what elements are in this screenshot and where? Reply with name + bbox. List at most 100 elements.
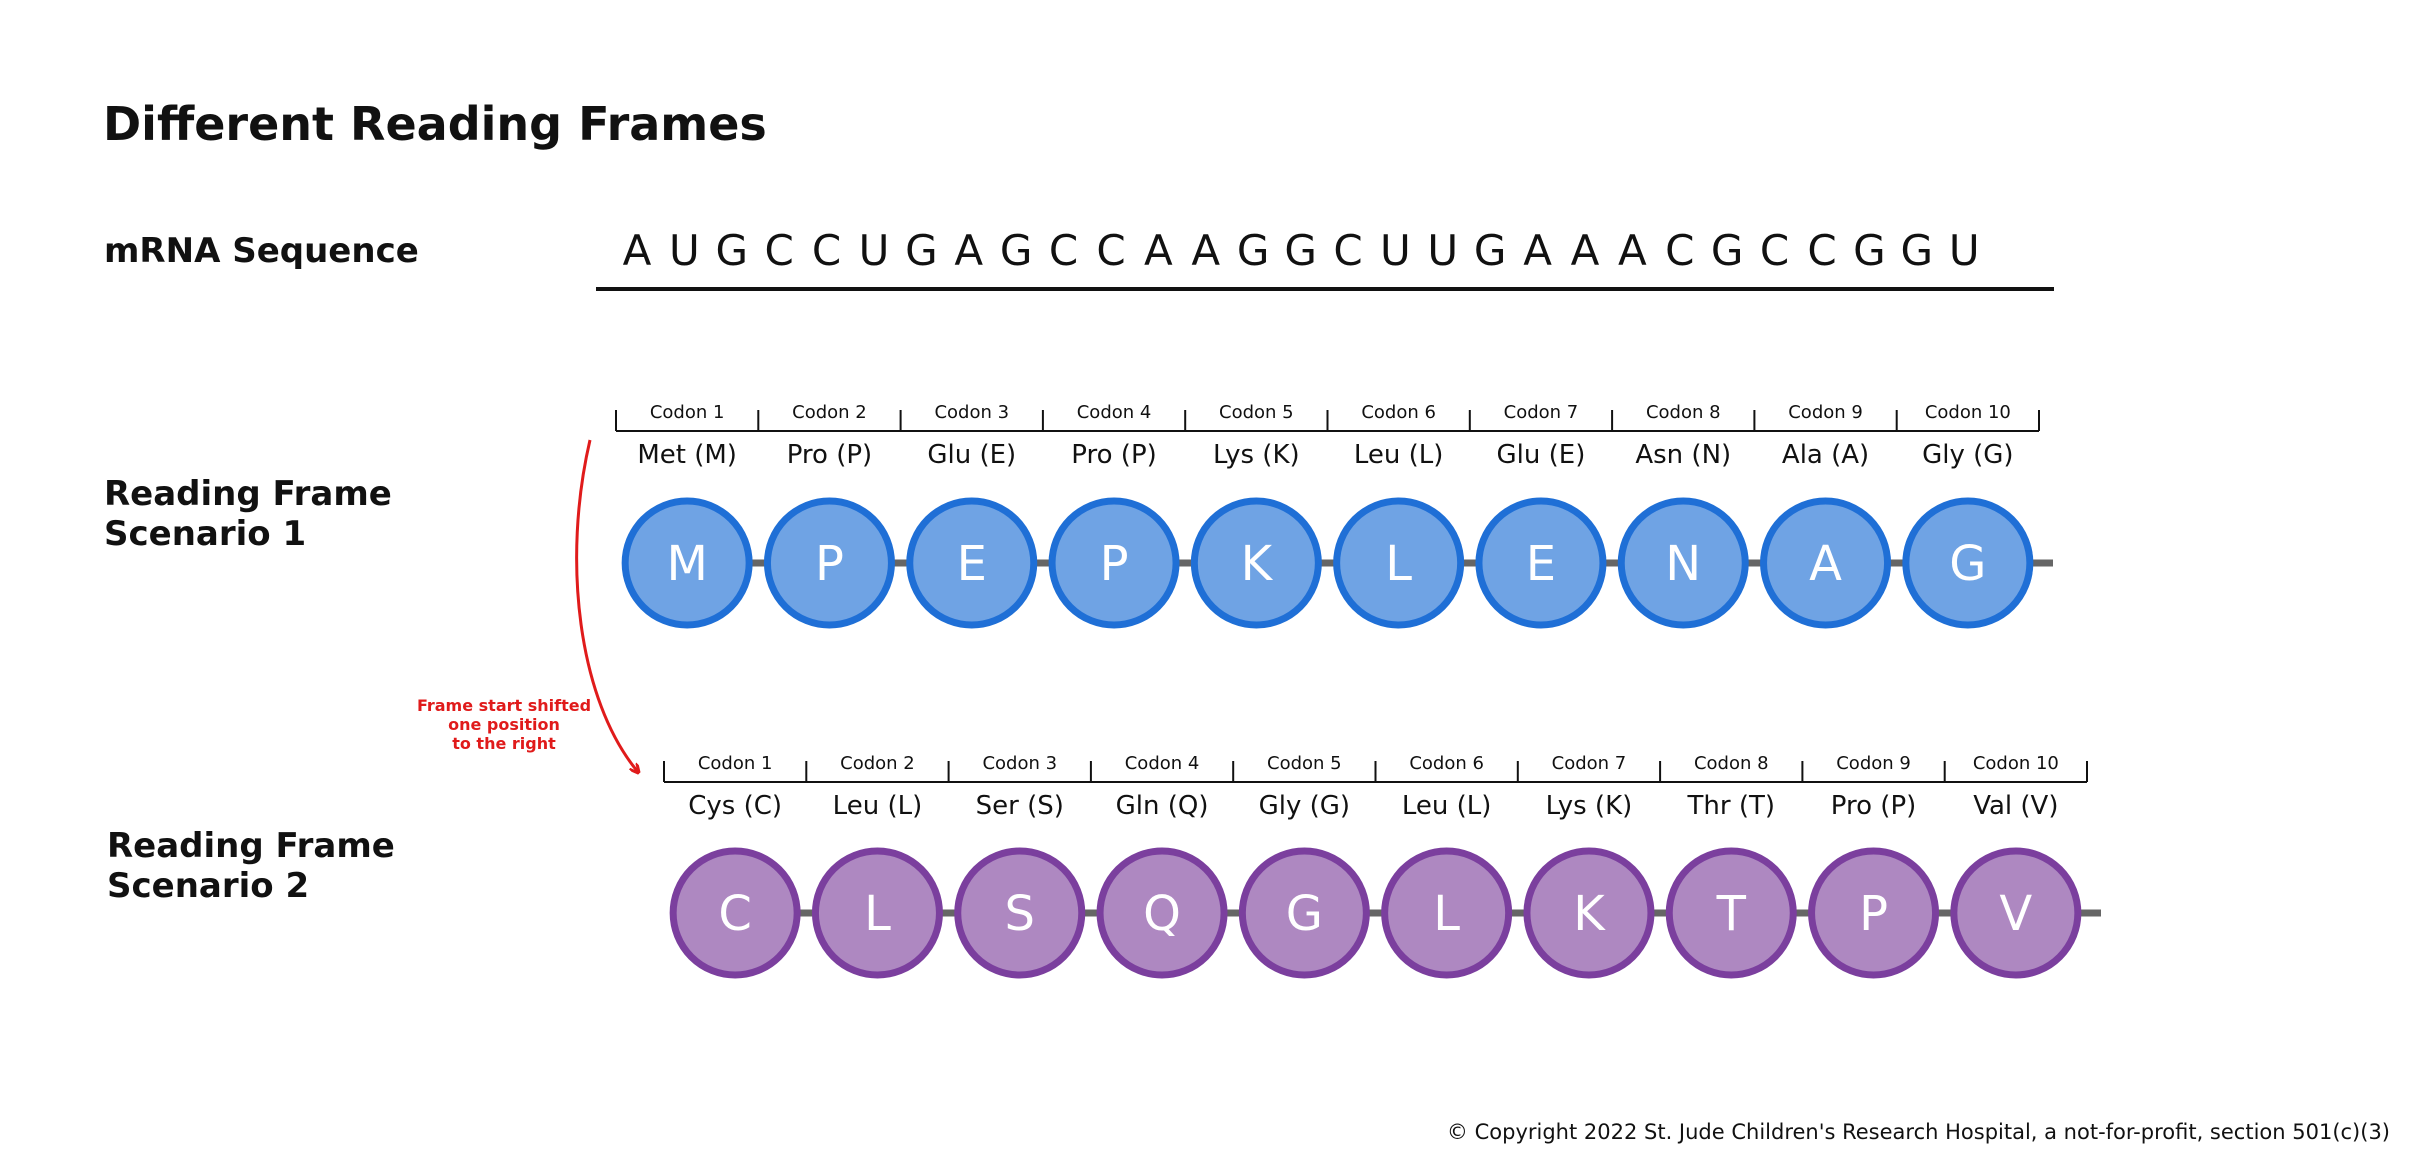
codon-label: Codon 9 <box>1788 402 1863 423</box>
mrna-base: C <box>812 226 841 275</box>
amino-acid-circle <box>1238 847 1370 979</box>
mrna-base: U <box>859 226 890 275</box>
amino-acid-letter: S <box>1005 886 1035 942</box>
amino-acid-circle <box>1190 497 1322 629</box>
mrna-base: C <box>765 226 794 275</box>
amino-acid-label: Leu (L) <box>1354 440 1444 470</box>
scenario-1-frame: Codon 1 Met (M) M Codon 2 Pro (P) P Codon 3 Glu… <box>615 402 2053 629</box>
mrna-sequence-label: mRNA Sequence <box>104 231 419 271</box>
codon-label: Codon 2 <box>840 753 915 774</box>
mrna-base: C <box>1665 226 1694 275</box>
amino-acid-circle <box>669 847 801 979</box>
amino-acid-circle <box>811 847 943 979</box>
amino-acid-label: Glu (E) <box>927 440 1016 470</box>
amino-acid-letter: A <box>1809 536 1842 592</box>
amino-acid-letter: P <box>1100 536 1129 592</box>
amino-acid-circle <box>1617 497 1749 629</box>
amino-acid-circle <box>1760 497 1892 629</box>
amino-acid-circle <box>1808 847 1940 979</box>
codon-label: Codon 5 <box>1267 753 1342 774</box>
codon-label: Codon 7 <box>1504 402 1579 423</box>
mrna-base: A <box>1191 226 1220 275</box>
amino-acid-label: Glu (E) <box>1497 440 1586 470</box>
mrna-base: C <box>1049 226 1078 275</box>
amino-acid-circle <box>1523 847 1655 979</box>
amino-acid-circle <box>1902 497 2034 629</box>
codon-label: Codon 4 <box>1077 402 1152 423</box>
mrna-base: U <box>1427 226 1458 275</box>
mrna-base: U <box>1949 226 1980 275</box>
mrna-base: A <box>1571 226 1600 275</box>
shift-note-line3: to the right <box>452 734 556 753</box>
mrna-base: G <box>716 226 749 275</box>
amino-acid-circle <box>954 847 1086 979</box>
amino-acid-label: Gly (G) <box>1259 791 1350 821</box>
amino-acid-label: Met (M) <box>637 440 737 470</box>
mrna-base: A <box>1144 226 1173 275</box>
mrna-base: G <box>1901 226 1934 275</box>
amino-acid-label: Gly (G) <box>1922 440 2013 470</box>
mrna-base: G <box>1711 226 1744 275</box>
mrna-base: A <box>623 226 652 275</box>
codon-label: Codon 3 <box>934 402 1009 423</box>
amino-acid-circle <box>1950 847 2082 979</box>
codon-label: Codon 3 <box>982 753 1057 774</box>
codon-label: Codon 1 <box>698 753 773 774</box>
amino-acid-letter: E <box>1526 536 1556 592</box>
frame-shift-arrow <box>575 439 638 772</box>
shift-note-line1: Frame start shifted <box>417 696 591 715</box>
copyright-notice: © Copyright 2022 St. Jude Children's Res… <box>1447 1120 2390 1144</box>
codon-label: Codon 8 <box>1646 402 1721 423</box>
amino-acid-letter: L <box>1385 536 1412 592</box>
mrna-base: A <box>954 226 983 275</box>
scenario-2-label-line2: Scenario 2 <box>107 866 309 906</box>
scenario-2-frame: Codon 1 Cys (C) C Codon 2 Leu (L) L Codon 3 Ser… <box>663 753 2101 979</box>
mrna-base: U <box>1380 226 1411 275</box>
mrna-base: C <box>1807 226 1836 275</box>
mrna-base: G <box>905 226 938 275</box>
amino-acid-letter: P <box>815 536 844 592</box>
mrna-base: A <box>1618 226 1647 275</box>
amino-acid-circle <box>621 497 753 629</box>
amino-acid-letter: C <box>718 886 752 942</box>
codon-label: Codon 6 <box>1361 402 1436 423</box>
scenario-1-label-line2: Scenario 1 <box>104 514 306 554</box>
mrna-base: C <box>1096 226 1125 275</box>
amino-acid-label: Ser (S) <box>976 791 1064 821</box>
codon-label: Codon 9 <box>1836 753 1911 774</box>
amino-acid-letter: G <box>1949 536 1986 592</box>
amino-acid-label: Pro (P) <box>1071 440 1156 470</box>
amino-acid-circle <box>1665 847 1797 979</box>
amino-acid-letter: P <box>1859 886 1888 942</box>
amino-acid-label: Cys (C) <box>688 791 782 821</box>
amino-acid-letter: K <box>1573 886 1606 942</box>
codon-label: Codon 8 <box>1694 753 1769 774</box>
amino-acid-letter: V <box>1999 886 2032 942</box>
mrna-base: U <box>669 226 700 275</box>
codon-label: Codon 4 <box>1125 753 1200 774</box>
amino-acid-label: Asn (N) <box>1635 440 1731 470</box>
amino-acid-letter: Q <box>1143 886 1181 942</box>
amino-acid-circle <box>1096 847 1228 979</box>
mrna-base: G <box>1237 226 1270 275</box>
amino-acid-label: Lys (K) <box>1213 440 1300 470</box>
amino-acid-letter: K <box>1241 536 1274 592</box>
amino-acid-circle <box>1381 847 1513 979</box>
mrna-base: C <box>1760 226 1789 275</box>
amino-acid-label: Pro (P) <box>787 440 872 470</box>
amino-acid-letter: T <box>1716 886 1747 942</box>
amino-acid-circle <box>1333 497 1465 629</box>
page-title: Different Reading Frames <box>103 97 767 151</box>
amino-acid-label: Pro (P) <box>1831 791 1916 821</box>
mrna-base: C <box>1333 226 1362 275</box>
shift-note-line2: one position <box>448 715 560 734</box>
amino-acid-letter: N <box>1665 536 1701 592</box>
amino-acid-label: Leu (L) <box>833 791 923 821</box>
codon-label: Codon 2 <box>792 402 867 423</box>
amino-acid-letter: L <box>1433 886 1460 942</box>
scenario-1-label-line1: Reading Frame <box>104 474 392 514</box>
amino-acid-circle <box>1475 497 1607 629</box>
mrna-base: A <box>1523 226 1552 275</box>
amino-acid-label: Thr (T) <box>1687 791 1775 821</box>
